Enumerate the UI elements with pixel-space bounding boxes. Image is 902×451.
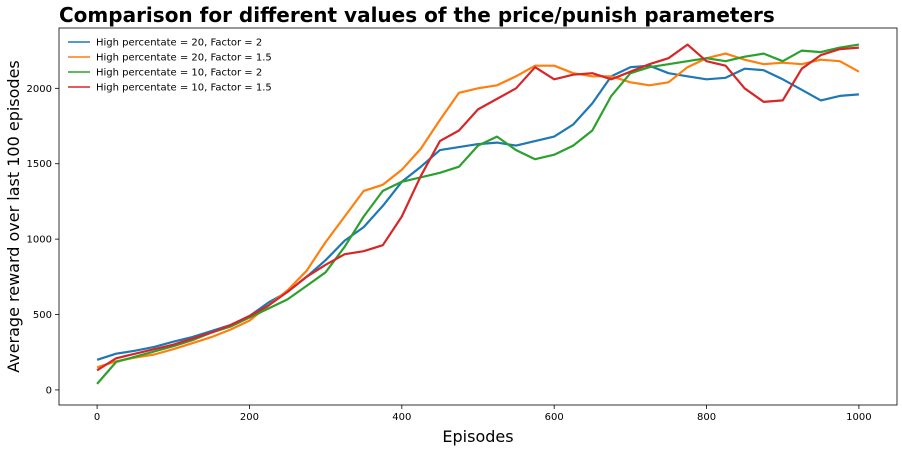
axes: 0 200 400 600 800 1000 0 500 1000 1500 2000 Episode… [4, 27, 898, 446]
y-tick-label: 0 [46, 385, 52, 396]
y-tick-label: 2000 [27, 84, 52, 95]
y-tick-label: 1500 [27, 159, 52, 170]
series-line-4 [96, 43, 859, 372]
x-tick-label: 0 [94, 412, 100, 423]
y-tick-label: 500 [33, 310, 52, 321]
legend-label: High percentate = 10, Factor = 1.5 [96, 83, 272, 94]
y-tick-label: 1000 [27, 235, 52, 246]
x-tick-label: 800 [697, 412, 716, 423]
legend: High percentate = 20, Factor = 2 High per… [68, 38, 272, 94]
series-line-2 [96, 52, 860, 369]
x-tick-label: 200 [240, 412, 259, 423]
chart-title: Comparison for different values of the p… [59, 3, 775, 27]
x-tick-label: 1000 [846, 412, 871, 423]
plot-area [96, 43, 860, 385]
legend-label: High percentate = 20, Factor = 2 [96, 38, 262, 49]
plot-frame [58, 27, 898, 406]
x-tick-label: 600 [545, 412, 564, 423]
x-tick-label: 400 [392, 412, 411, 423]
x-axis-label: Episodes [442, 427, 513, 446]
legend-label: High percentate = 20, Factor = 1.5 [96, 53, 272, 64]
legend-label: High percentate = 10, Factor = 2 [96, 68, 262, 79]
y-axis-label: Average reward over last 100 episodes [4, 60, 23, 373]
